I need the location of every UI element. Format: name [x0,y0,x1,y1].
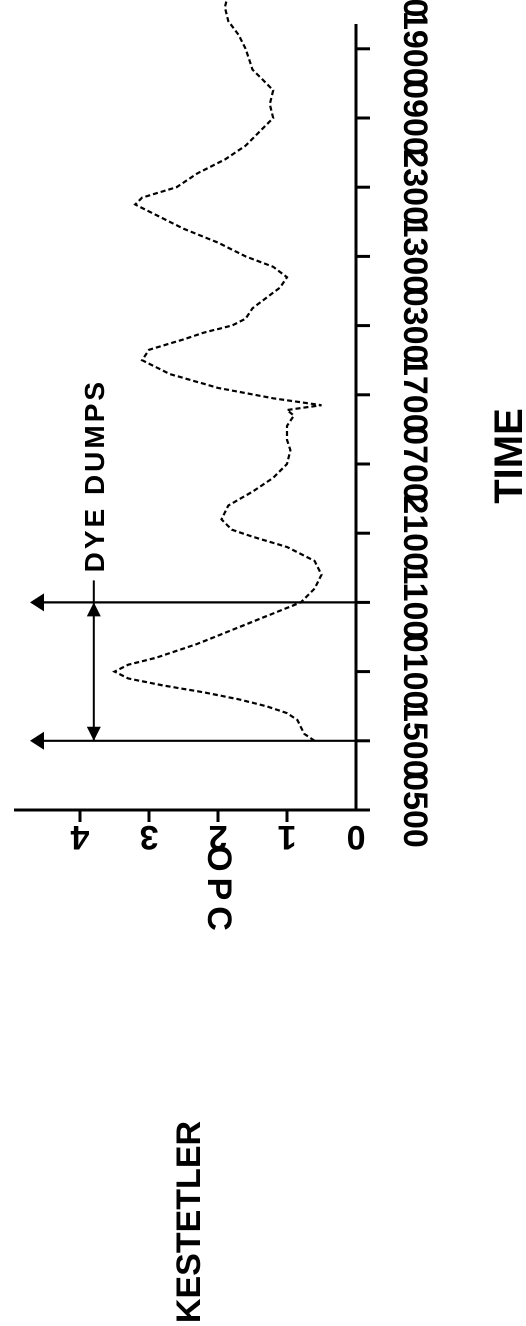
y-tick-label: 2 [209,818,228,856]
y-tick-label: 3 [140,818,159,856]
dye-dumps-span-arrowhead [86,726,101,741]
x-tick-label: 0700 [396,426,434,502]
y-tick-label: 0 [347,818,366,856]
dye-dump-marker-arrowhead [30,593,44,612]
dye-dump-marker-arrowhead [30,731,44,750]
x-tick-label: 2300 [396,149,434,225]
x-tick-label: 0500 [396,772,434,848]
chart-title: KESTETLER [170,1121,208,1323]
opc-series-line [112,0,323,742]
x-tick-label: 1500 [396,703,434,779]
y-axis-label: OPC [200,845,238,937]
x-tick-label: 0500 [396,0,434,17]
x-tick-label: 1300 [396,219,434,295]
x-tick-label: 0900 [396,80,434,156]
axes [14,24,358,812]
x-tick-label: 0100 [396,634,434,710]
x-tick-label: 1100 [396,566,434,640]
dye-dumps-label: DYE DUMPS [79,379,110,572]
y-tick-label: 4 [70,818,89,856]
dye-dumps-span-arrowhead [86,602,101,617]
x-tick-label: 1900 [396,11,434,87]
x-tick-label: 1700 [396,357,434,433]
y-tick-label: 1 [278,818,297,856]
x-axis-label: TIME [487,408,526,504]
x-tick-label: 0300 [396,288,434,364]
x-tick-label: 2100 [396,495,434,571]
